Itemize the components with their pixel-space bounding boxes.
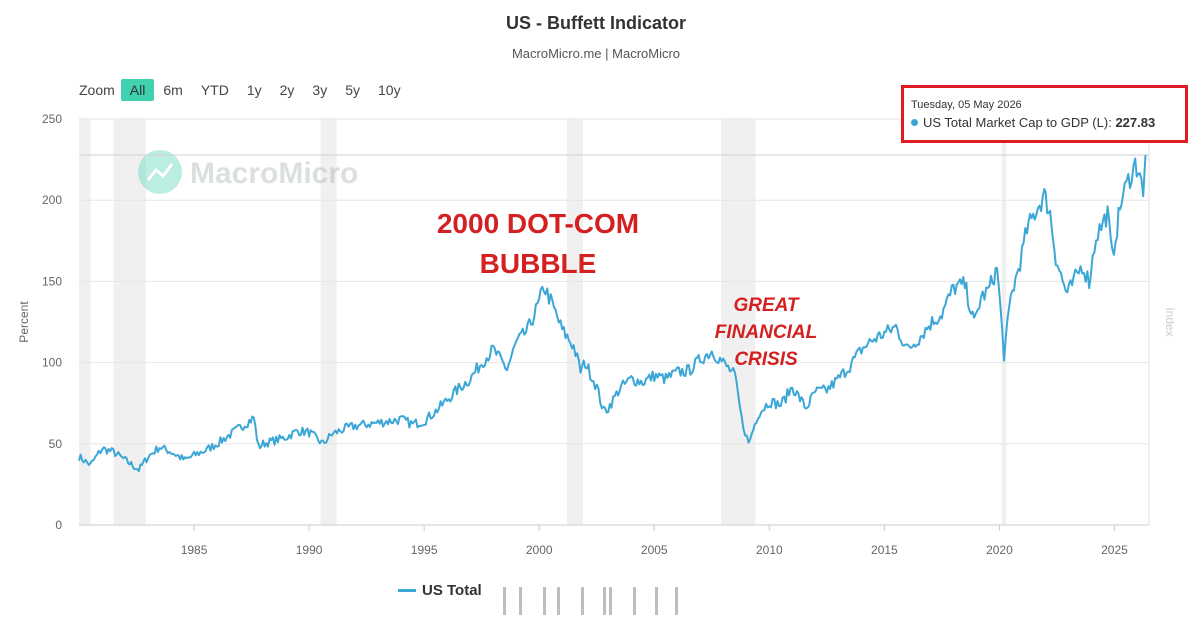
x-tick-label: 1985 bbox=[181, 543, 208, 557]
x-tick-label: 1990 bbox=[296, 543, 323, 557]
zoom-all-button[interactable]: All bbox=[120, 79, 155, 101]
tooltip-row: US Total Market Cap to GDP (L): 227.83 bbox=[911, 115, 1155, 130]
series-dot-icon bbox=[911, 119, 918, 126]
zoom-ytd-button[interactable]: YTD bbox=[200, 82, 229, 98]
zoom-1y-button[interactable]: 1y bbox=[246, 82, 262, 98]
y-tick-label: 250 bbox=[42, 112, 62, 126]
tooltip-value: 227.83 bbox=[1115, 115, 1156, 130]
zoom-5y-button[interactable]: 5y bbox=[345, 82, 360, 98]
gfc-annotation-line3: CRISIS bbox=[734, 349, 798, 370]
zoom-toolbar: Zoom All 6m YTD 1y 2y 3y 5y 10y bbox=[79, 79, 410, 101]
x-tick-label: 2015 bbox=[871, 543, 898, 557]
y-tick-label: 200 bbox=[42, 193, 62, 207]
watermark-logo-icon bbox=[138, 150, 182, 194]
recession-bands bbox=[79, 119, 1007, 525]
watermark-text: MacroMicro bbox=[190, 157, 358, 190]
zoom-10y-button[interactable]: 10y bbox=[378, 82, 401, 98]
watermark: MacroMicro bbox=[138, 150, 358, 194]
recession-band bbox=[320, 119, 337, 525]
axes: 0 50 100 150 200 250 1985 1990 1995 2000 2005 2010 2… bbox=[42, 112, 1150, 557]
chart-title: US - Buffett Indicator bbox=[506, 13, 686, 33]
chart-subtitle: MacroMicro.me | MacroMicro bbox=[511, 46, 681, 61]
x-tick-label: 2020 bbox=[986, 543, 1013, 557]
tooltip-date: Tuesday, 05 May 2026 bbox=[911, 99, 1022, 111]
zoom-3y-button[interactable]: 3y bbox=[312, 82, 328, 98]
zoom-2y-button[interactable]: 2y bbox=[279, 82, 295, 98]
recession-band bbox=[1001, 119, 1007, 525]
dotcom-annotation-line1: 2000 DOT-COM bbox=[437, 208, 639, 239]
dotcom-annotation-line2: BUBBLE bbox=[480, 248, 597, 279]
gfc-annotation-line2: FINANCIAL bbox=[715, 322, 817, 343]
redaction-overlay bbox=[485, 583, 700, 619]
y-tick-label: 150 bbox=[42, 274, 62, 288]
x-tick-label: 1995 bbox=[411, 543, 438, 557]
watermark-logo-mark bbox=[146, 163, 174, 181]
x-tick-label: 2025 bbox=[1101, 543, 1128, 557]
legend-swatch-icon bbox=[398, 589, 416, 592]
y-tick-label: 0 bbox=[55, 518, 62, 532]
legend-label: US Total M bbox=[422, 582, 499, 599]
zoom-6m-button[interactable]: 6m bbox=[163, 82, 183, 98]
x-tick-label: 2000 bbox=[526, 543, 553, 557]
y-tick-label: 50 bbox=[49, 437, 63, 451]
recession-band bbox=[79, 119, 91, 525]
series-line bbox=[78, 154, 1147, 473]
legend-item[interactable]: US Total M bbox=[398, 582, 498, 599]
y-axis-right-label: Index bbox=[1163, 307, 1177, 336]
recession-band bbox=[721, 119, 756, 525]
y-axis-label: Percent bbox=[17, 301, 31, 343]
x-tick-label: 2010 bbox=[756, 543, 783, 557]
x-tick-label: 2005 bbox=[641, 543, 668, 557]
recession-band bbox=[566, 119, 583, 525]
gfc-annotation-line1: GREAT bbox=[733, 295, 799, 316]
tooltip-highlight-box: Tuesday, 05 May 2026 US Total Market Cap… bbox=[901, 85, 1188, 143]
zoom-label: Zoom bbox=[79, 82, 115, 98]
recession-band bbox=[113, 119, 146, 525]
tooltip-series-name: US Total Market Cap to GDP (L): bbox=[923, 115, 1116, 130]
y-tick-label: 100 bbox=[42, 356, 62, 370]
